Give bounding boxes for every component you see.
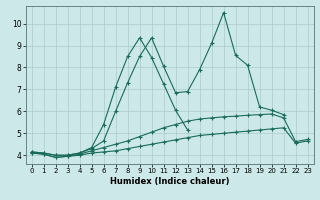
X-axis label: Humidex (Indice chaleur): Humidex (Indice chaleur)	[110, 177, 229, 186]
